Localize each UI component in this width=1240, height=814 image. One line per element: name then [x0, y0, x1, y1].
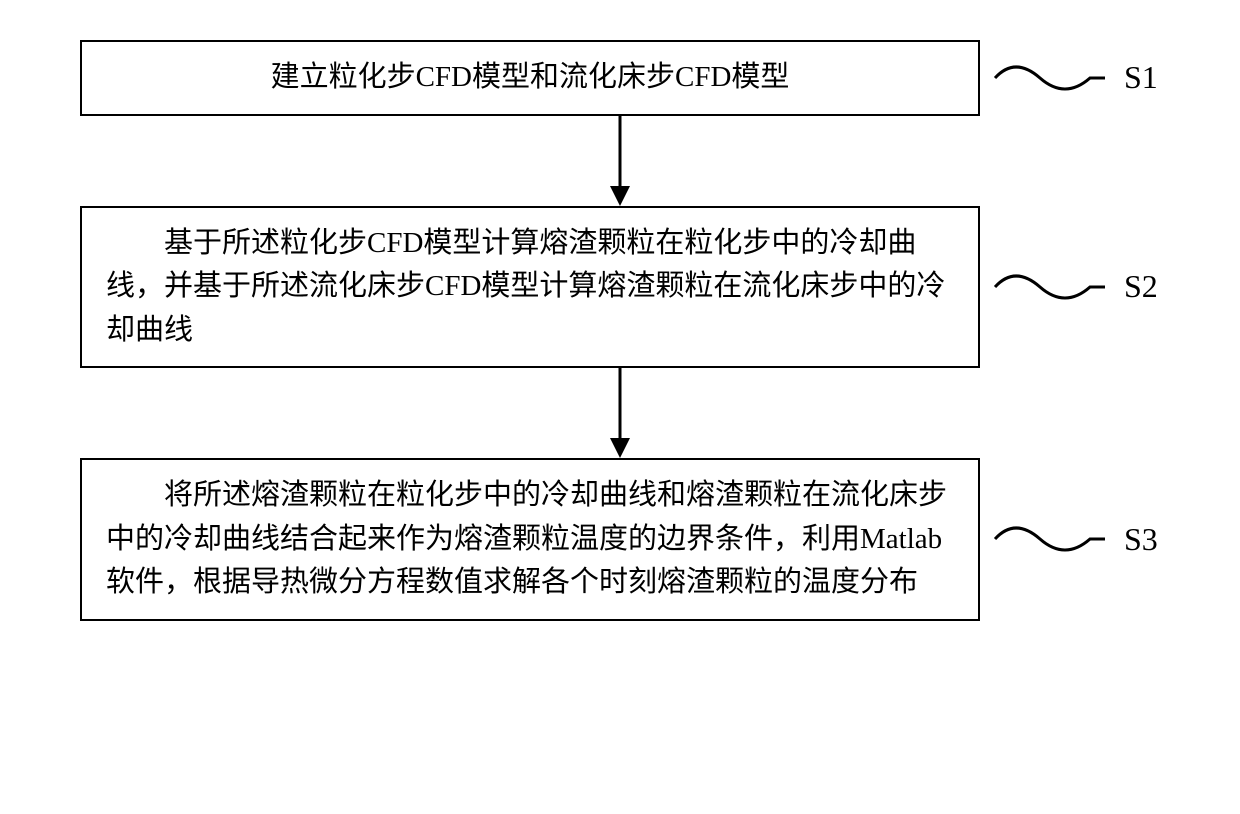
wave-connector-icon [990, 267, 1110, 307]
step-row-2: 基于所述粒化步CFD模型计算熔渣颗粒在粒化步中的冷却曲线，并基于所述流化床步CF… [80, 206, 1160, 369]
step-label-3: S3 [1124, 521, 1158, 558]
arrow-down-icon [605, 368, 635, 458]
step-text-3: 将所述熔渣颗粒在粒化步中的冷却曲线和熔渣颗粒在流化床步中的冷却曲线结合起来作为熔… [106, 479, 947, 598]
step-text-2: 基于所述粒化步CFD模型计算熔渣颗粒在粒化步中的冷却曲线，并基于所述流化床步CF… [106, 227, 945, 346]
flowchart-container: 建立粒化步CFD模型和流化床步CFD模型 S1 基于所述粒化步CFD模型计算熔渣… [80, 40, 1160, 621]
wave-connector-icon [990, 58, 1110, 98]
step-text-1: 建立粒化步CFD模型和流化床步CFD模型 [271, 61, 790, 93]
arrow-2 [170, 368, 1070, 458]
step-box-1: 建立粒化步CFD模型和流化床步CFD模型 [80, 40, 980, 116]
label-holder-1: S1 [990, 58, 1158, 98]
step-box-3: 将所述熔渣颗粒在粒化步中的冷却曲线和熔渣颗粒在流化床步中的冷却曲线结合起来作为熔… [80, 458, 980, 621]
wave-connector-icon [990, 519, 1110, 559]
arrow-down-icon [605, 116, 635, 206]
step-label-2: S2 [1124, 268, 1158, 305]
step-box-2: 基于所述粒化步CFD模型计算熔渣颗粒在粒化步中的冷却曲线，并基于所述流化床步CF… [80, 206, 980, 369]
label-holder-3: S3 [990, 519, 1158, 559]
label-holder-2: S2 [990, 267, 1158, 307]
arrow-1 [170, 116, 1070, 206]
step-label-1: S1 [1124, 59, 1158, 96]
step-row-3: 将所述熔渣颗粒在粒化步中的冷却曲线和熔渣颗粒在流化床步中的冷却曲线结合起来作为熔… [80, 458, 1160, 621]
step-row-1: 建立粒化步CFD模型和流化床步CFD模型 S1 [80, 40, 1160, 116]
